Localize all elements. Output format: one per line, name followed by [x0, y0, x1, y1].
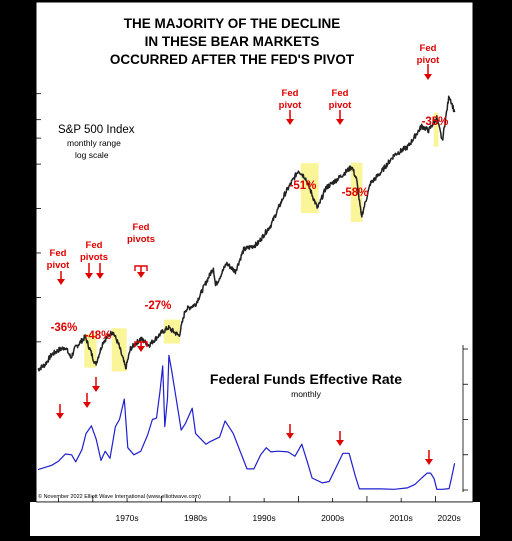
series-layer	[37, 95, 456, 490]
decline-label: -58%	[342, 187, 369, 199]
pivot-label-line: Fed	[133, 222, 150, 233]
sp500-pivot-arrow	[424, 74, 432, 80]
decline-label: -35%	[422, 116, 449, 128]
decline-label: -27%	[145, 300, 172, 312]
x-tick-label: 1970s	[115, 513, 138, 523]
pivot-label-line: pivot	[279, 100, 303, 111]
pivot-label-line: pivots	[80, 252, 108, 263]
sp500-pivot-arrow	[85, 273, 93, 279]
plot-area	[35, 1, 474, 503]
sp500-y-tick-label: 1600	[15, 160, 33, 169]
sp500-pivot-arrow	[96, 273, 104, 279]
sp500-pivot-arrow	[336, 119, 344, 125]
sp500-y-tick-label: 800	[20, 205, 34, 214]
decline-label: -36%	[51, 322, 78, 334]
fedfunds-y-tick-label: 15	[478, 380, 487, 389]
sp500-y-axis: 100 200 400 800 1600 2400 3200 4800	[15, 90, 41, 347]
fedfunds-pivot-arrow	[83, 402, 91, 408]
fedfunds-pivot-arrow	[92, 386, 100, 392]
x-axis: 1970s 1980s 1990s 2000s 2010s 2020s	[36, 496, 473, 523]
annotations-layer: Fedpivot-36%Fedpivots-48%Fedpivots-27%Fe…	[47, 43, 449, 465]
x-axis-band	[30, 502, 480, 536]
pivot-label-line: Fed	[282, 88, 299, 99]
sp500-series-label: S&P 500 Index	[58, 124, 135, 136]
fedfunds-subtitle: monthly	[291, 389, 322, 399]
decline-highlight	[350, 162, 363, 222]
pivot-label-line: pivot	[417, 55, 441, 66]
sp500-pivot-arrow	[137, 272, 145, 278]
copyright-note: © November 2022 Elliott Wave Internation…	[38, 493, 201, 500]
fedfunds-pivot-arrow	[56, 413, 64, 419]
fedfunds-y-tick-label: 5	[478, 451, 483, 460]
sp500-y-tick-label: 400	[20, 249, 34, 258]
x-tick-label: 1980s	[184, 513, 207, 523]
pivot-label-line: Fed	[332, 88, 349, 99]
x-tick-label: 2000s	[321, 513, 344, 523]
sp500-pivot-arrow	[286, 119, 294, 125]
pivot-label-line: pivots	[127, 234, 155, 245]
sp500-y-tick-label: 100	[20, 338, 34, 347]
fedfunds-pivot-arrow	[425, 459, 433, 465]
chart-title-line-3: OCCURRED AFTER THE FED'S PIVOT	[110, 52, 355, 67]
sp500-y-tick-label: 2400	[15, 134, 33, 143]
fedfunds-pivot-arrow	[336, 440, 344, 446]
pivot-label-line: pivot	[47, 260, 71, 271]
decline-highlight	[433, 112, 439, 147]
x-tick-label: 1990s	[253, 513, 276, 523]
pivot-label-line: pivot	[329, 100, 353, 111]
pivot-label-line: Fed	[50, 248, 67, 259]
fedfunds-title: Federal Funds Effective Rate	[210, 371, 402, 387]
fedfunds-y-tick-label: 0	[478, 486, 483, 495]
sp500-series-line	[37, 95, 456, 372]
pivot-label-line: Fed	[86, 240, 103, 251]
fedfunds-y-tick-label: 10	[478, 416, 487, 425]
decline-label: -51%	[290, 180, 317, 192]
fedfunds-y-axis: 0 5 10 15 20%	[462, 334, 487, 495]
chart-title-line-1: THE MAJORITY OF THE DECLINE	[124, 16, 341, 31]
sp500-pivot-arrow	[57, 279, 65, 285]
x-tick-label: 2010s	[390, 513, 413, 523]
fedfunds-pivot-arrow	[286, 433, 294, 439]
decline-label: -48%	[85, 330, 112, 342]
fedfunds-y-unit: %	[478, 334, 485, 343]
pivot-label-line: Fed	[420, 43, 437, 54]
sp500-series-sub-1: monthly range	[67, 138, 121, 148]
fedfunds-pivot-arrow	[137, 346, 145, 352]
sp500-y-tick-label: 3200	[15, 116, 33, 125]
chart-title-line-2: IN THESE BEAR MARKETS	[145, 34, 320, 49]
fedfunds-y-tick-label: 20	[478, 345, 487, 354]
x-tick-label: 2020s	[438, 513, 461, 523]
fedfunds-series-line	[37, 354, 456, 490]
sp500-y-tick-label: 4800	[15, 90, 33, 99]
sp500-y-tick-label: 200	[20, 293, 34, 302]
sp500-series-sub-2: log scale	[75, 150, 109, 160]
